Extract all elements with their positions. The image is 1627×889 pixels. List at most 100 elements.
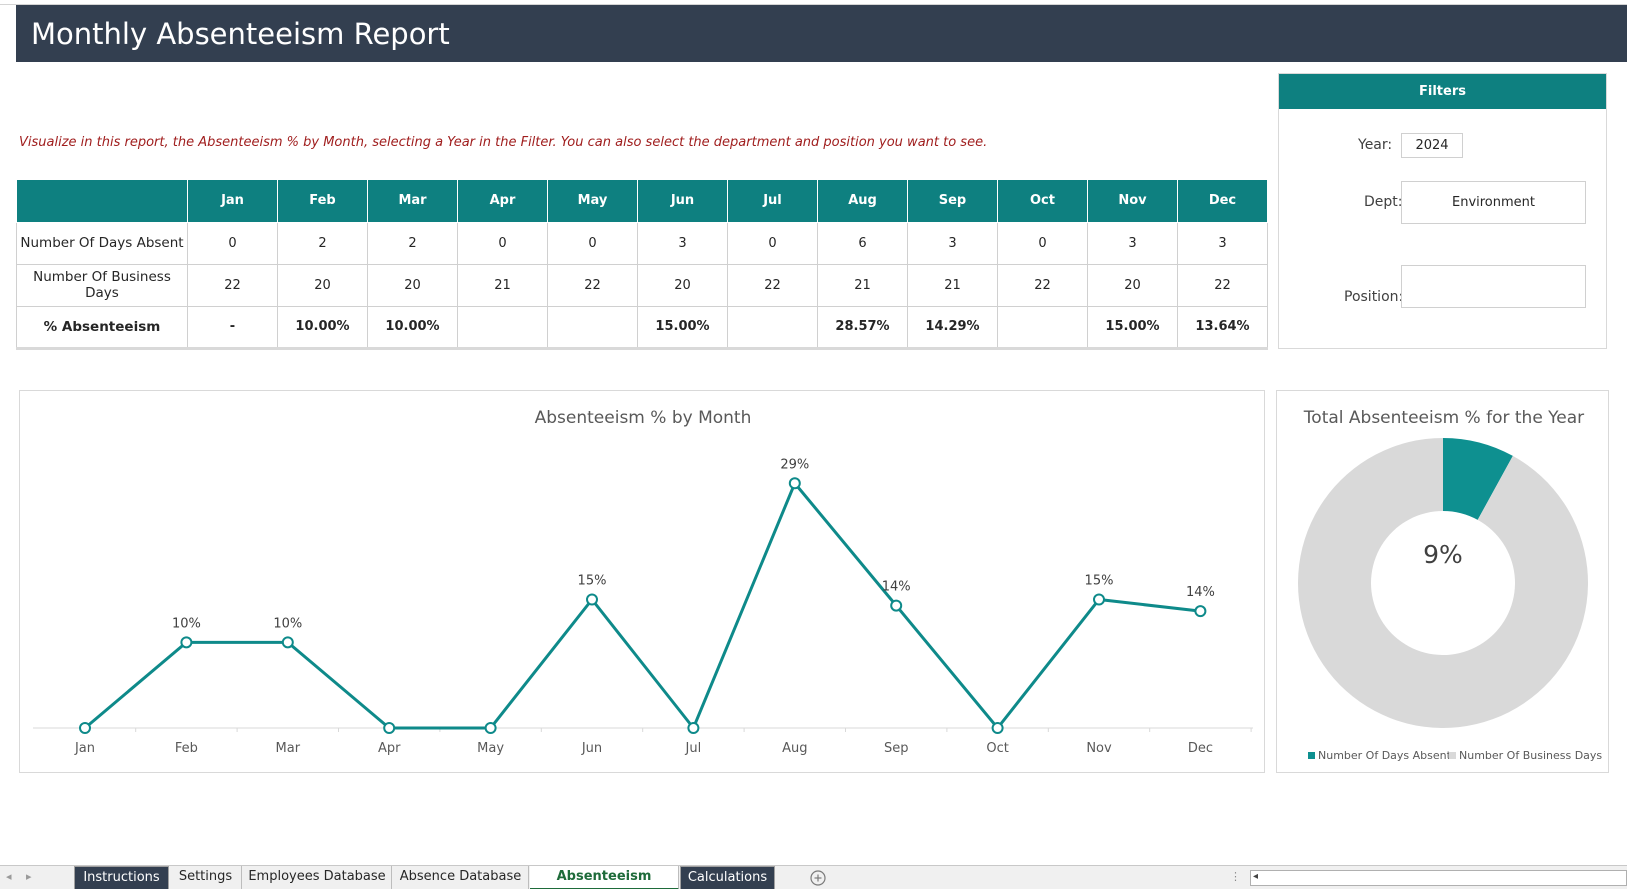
table-corner-cell (16, 180, 188, 223)
table-header-row: Jan Feb Mar Apr May Jun Jul Aug Sep Oct … (16, 180, 1268, 223)
table-cell[interactable]: 20 (1087, 263, 1178, 307)
data-label: 29% (780, 457, 809, 472)
table-cell[interactable] (547, 305, 638, 350)
table-cell[interactable]: 3 (637, 221, 728, 265)
donut-slice[interactable] (1443, 438, 1513, 520)
table-cell[interactable]: 20 (277, 263, 368, 307)
table-cell[interactable]: 3 (1087, 221, 1178, 265)
data-point[interactable] (687, 722, 700, 734)
table-row: Number Of Days Absent 0 2 2 0 0 3 0 6 3 0 3 3 (16, 221, 1268, 265)
month-header[interactable]: Sep (907, 180, 998, 223)
data-point[interactable] (180, 636, 193, 649)
table-cell[interactable]: 15.00% (637, 305, 728, 350)
data-point[interactable] (788, 477, 801, 490)
plus-circle-icon[interactable] (810, 870, 826, 886)
data-point[interactable] (1093, 593, 1105, 606)
table-cell[interactable]: 22 (1177, 263, 1268, 307)
table-cell[interactable]: - (187, 305, 278, 350)
sheet-tab[interactable]: Absenteeism Report (530, 866, 679, 889)
table-cell[interactable]: 22 (547, 263, 638, 307)
table-cell[interactable]: 0 (457, 221, 548, 265)
column-gridlines (0, 0, 1627, 5)
table-cell[interactable]: 2 (367, 221, 458, 265)
horizontal-scrollbar[interactable]: ◂ (1250, 870, 1627, 886)
table-cell[interactable] (457, 305, 548, 350)
sheet-tab[interactable]: Calculations (680, 866, 775, 889)
filters-panel: Filters Year: 2024 Dept: Environment Pos… (1278, 73, 1607, 349)
table-cell[interactable]: 0 (187, 221, 278, 265)
table-cell[interactable]: 22 (997, 263, 1088, 307)
sheet-tab[interactable]: Instructions (74, 866, 169, 889)
data-point[interactable] (79, 722, 91, 734)
table-cell[interactable]: 3 (907, 221, 998, 265)
table-cell[interactable]: 15.00% (1087, 305, 1178, 350)
summary-table: Jan Feb Mar Apr May Jun Jul Aug Sep Oct … (16, 180, 1268, 350)
data-label: 10% (273, 616, 302, 631)
x-tick-label: Mar (276, 741, 301, 756)
table-cell[interactable]: 0 (997, 221, 1088, 265)
table-cell[interactable]: 2 (277, 221, 368, 265)
filters-header: Filters (1279, 74, 1606, 109)
month-header[interactable]: Mar (367, 180, 458, 223)
sheet-tab[interactable]: Absence Database (393, 866, 529, 889)
table-cell[interactable]: 21 (817, 263, 908, 307)
data-point[interactable] (586, 593, 598, 606)
sheet-tab[interactable]: Settings (170, 866, 242, 889)
data-point[interactable] (1194, 605, 1207, 618)
table-cell[interactable] (997, 305, 1088, 350)
table-cell[interactable]: 10.00% (367, 305, 458, 350)
line-chart-svg: Absenteeism % by Month Jan Feb Mar Apr May Jun… (33, 408, 1253, 756)
x-tick-label: Jun (581, 741, 602, 756)
table-cell[interactable]: 3 (1177, 221, 1268, 265)
row-label[interactable]: % Absenteeism (16, 305, 188, 350)
series-line (84, 480, 1201, 731)
x-tick-label: Sep (884, 741, 909, 756)
table-cell[interactable]: 10.00% (277, 305, 368, 350)
table-cell[interactable]: 22 (727, 263, 818, 307)
table-cell[interactable]: 6 (817, 221, 908, 265)
row-label[interactable]: Number Of Days Absent (16, 221, 188, 265)
year-label: Year: (1358, 137, 1393, 153)
table-cell[interactable]: 21 (457, 263, 548, 307)
table-cell[interactable]: 0 (547, 221, 638, 265)
data-label: 14% (882, 580, 911, 595)
more-options-icon[interactable]: ⋮ (1230, 870, 1241, 883)
data-point[interactable] (281, 636, 294, 649)
tab-scroll-right-icon[interactable]: ▸ (26, 870, 32, 883)
month-header[interactable]: Feb (277, 180, 368, 223)
month-header[interactable]: Aug (817, 180, 908, 223)
dept-field[interactable]: Environment (1401, 181, 1586, 224)
position-field[interactable] (1401, 265, 1586, 308)
table-cell[interactable]: 28.57% (817, 305, 908, 350)
month-header[interactable]: Jan (187, 180, 278, 223)
scroll-left-arrow-icon[interactable]: ◂ (1253, 871, 1259, 882)
table-row: % Absenteeism -10.00% 10.00% 15.00% 28.57% 14… (16, 305, 1268, 350)
month-header[interactable]: Dec (1177, 180, 1268, 223)
month-header[interactable]: May (547, 180, 638, 223)
month-header[interactable]: Apr (457, 180, 548, 223)
table-cell[interactable] (727, 305, 818, 350)
table-cell[interactable]: 20 (367, 263, 458, 307)
donut-center-label: 9% (1423, 540, 1463, 569)
x-tick-label: Dec (1188, 741, 1213, 756)
table-cell[interactable]: 20 (637, 263, 728, 307)
tab-scroll-left-icon[interactable]: ◂ (6, 870, 12, 883)
month-header[interactable]: Jul (727, 180, 818, 223)
row-label[interactable]: Number Of Business Days (16, 263, 188, 307)
month-header[interactable]: Nov (1087, 180, 1178, 223)
sheet-tab[interactable]: Employees Database (243, 866, 392, 889)
table-cell[interactable]: 21 (907, 263, 998, 307)
table-cell[interactable]: 13.64% (1177, 305, 1268, 350)
month-header[interactable]: Oct (997, 180, 1088, 223)
month-header[interactable]: Jun (637, 180, 728, 223)
data-point[interactable] (890, 599, 903, 612)
data-point[interactable] (484, 722, 497, 734)
data-point[interactable] (991, 722, 1004, 734)
table-cell[interactable]: 22 (187, 263, 278, 307)
data-point[interactable] (383, 722, 396, 734)
table-cell[interactable]: 14.29% (907, 305, 998, 350)
donut-slice[interactable] (1298, 438, 1588, 728)
table-cell[interactable]: 0 (727, 221, 818, 265)
year-field[interactable]: 2024 (1401, 133, 1463, 158)
donut-chart-svg: Total Absenteeism % for the Year 9% Number… (1298, 408, 1602, 762)
